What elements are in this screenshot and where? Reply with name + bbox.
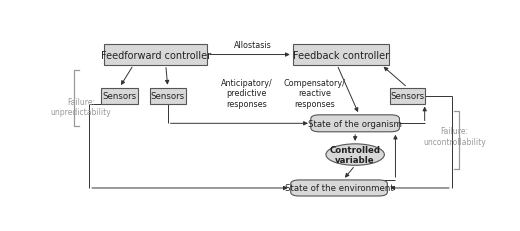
Text: Anticipatory/
predictive
responses: Anticipatory/ predictive responses — [220, 79, 272, 108]
FancyBboxPatch shape — [105, 45, 207, 66]
FancyBboxPatch shape — [101, 88, 137, 104]
Text: State of the organism: State of the organism — [308, 119, 402, 128]
Ellipse shape — [326, 144, 384, 166]
Text: State of the environment: State of the environment — [284, 184, 394, 193]
FancyBboxPatch shape — [291, 180, 387, 196]
FancyBboxPatch shape — [311, 115, 399, 132]
Text: Failure:
uncontrollability: Failure: uncontrollability — [423, 127, 486, 146]
FancyBboxPatch shape — [150, 88, 186, 104]
Text: Allostasis: Allostasis — [233, 41, 271, 50]
FancyBboxPatch shape — [391, 88, 425, 104]
Text: Feedback controller: Feedback controller — [293, 50, 389, 60]
Text: Sensors: Sensors — [151, 92, 185, 101]
Text: Controlled
variable: Controlled variable — [330, 145, 381, 164]
FancyBboxPatch shape — [293, 45, 389, 66]
Text: Sensors: Sensors — [391, 92, 425, 101]
Text: Compensatory/
reactive
responses: Compensatory/ reactive responses — [284, 79, 346, 108]
Text: Failure:
unpredictability: Failure: unpredictability — [51, 97, 111, 116]
Text: Sensors: Sensors — [102, 92, 136, 101]
Text: Feedforward controller: Feedforward controller — [100, 50, 211, 60]
